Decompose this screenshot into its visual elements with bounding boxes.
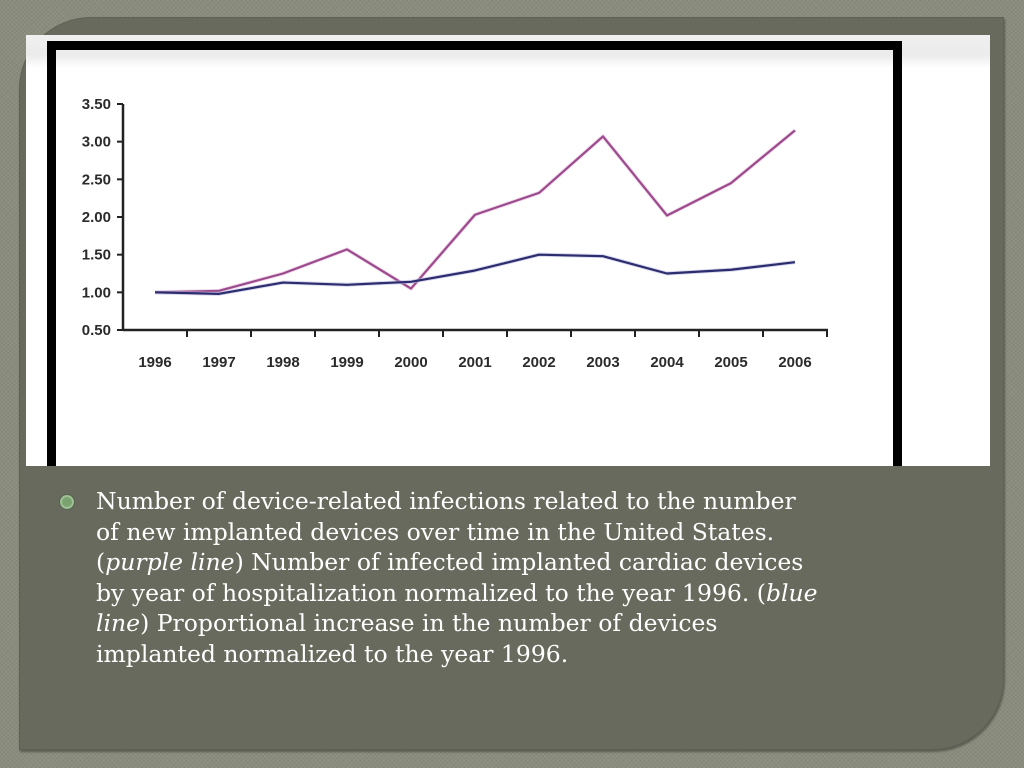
x-tick-label: 2001	[458, 354, 491, 371]
y-tick-label: 0.50	[82, 322, 111, 339]
chart-image-black-frame	[47, 41, 902, 466]
x-tick-label: 2006	[778, 354, 811, 371]
line-chart: 3.503.002.502.001.501.000.50 1996 1997 199…	[82, 96, 828, 371]
chart-image-top-band	[26, 35, 990, 68]
y-tick-label: 2.50	[82, 171, 111, 188]
chart-axes	[117, 103, 828, 337]
chart-series	[154, 128, 797, 296]
x-tick-label: 1996	[138, 354, 171, 371]
caption-text: Number of device-related infections rela…	[96, 486, 960, 670]
y-tick-label: 1.00	[82, 284, 111, 301]
x-tick-label: 2003	[586, 354, 619, 371]
y-tick-label: 2.00	[82, 209, 111, 226]
y-tick-label: 1.50	[82, 247, 111, 264]
x-tick-label: 1999	[330, 354, 363, 371]
caption-bullet: Number of device-related infections rela…	[60, 486, 960, 670]
purple-series-line	[154, 129, 796, 294]
x-tick-label: 1998	[266, 354, 299, 371]
blue-series-line	[154, 253, 796, 295]
x-tick-label: 2000	[394, 354, 427, 371]
chart-image: 3.50 3.00 2.50 2.00 1.50 1.00 0.50 1996 1997 199…	[26, 35, 990, 466]
circle-bullet-icon	[60, 495, 74, 509]
x-tick-label: 2005	[714, 354, 747, 371]
x-tick-label: 2004	[650, 354, 684, 371]
caption-italic-text: blue line	[96, 578, 818, 638]
caption-text-segment: Number of device-related infections rela…	[96, 487, 796, 577]
caption-text-segment: ) Number of infected implanted cardiac d…	[96, 548, 804, 607]
x-tick-label: 1997	[202, 354, 235, 371]
caption-italic-text: purple line	[105, 548, 235, 577]
y-tick-label: 3.50	[82, 96, 111, 113]
caption-text-segment: ) Proportional increase in the number of…	[96, 609, 718, 668]
y-axis-labels: 3.50 3.00 2.50 2.00 1.50 1.00 0.50	[82, 96, 111, 339]
x-axis-labels: 1996 1997 1998 1999 2000 2001 2002 2003 2004 2005…	[138, 354, 811, 371]
y-tick-label: 3.00	[82, 134, 111, 151]
x-tick-label: 2002	[522, 354, 555, 371]
